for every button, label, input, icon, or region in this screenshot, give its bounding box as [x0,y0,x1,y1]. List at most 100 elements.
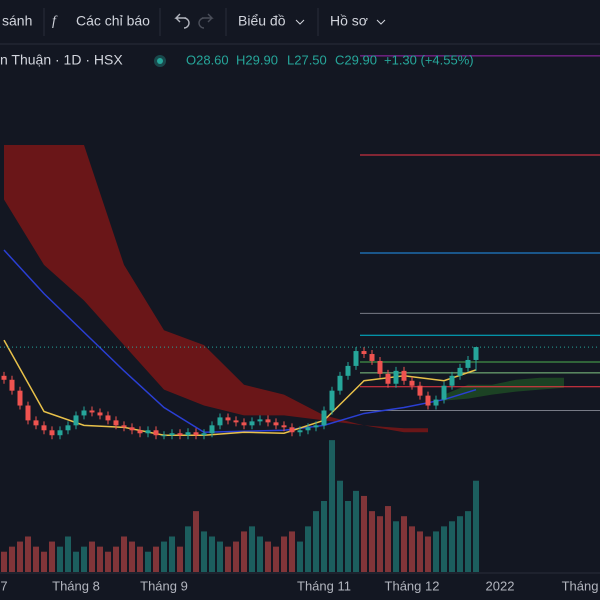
candle-body [473,347,479,360]
volume-bar [377,516,383,572]
candle-body [289,427,295,433]
candle-body [409,380,415,386]
indicators-button[interactable]: Các chỉ báo [76,13,150,29]
candle-body [353,351,359,366]
redo-icon[interactable] [198,13,214,29]
open-value: O28.60 [186,52,229,67]
volume-bar [329,440,335,572]
candle-body [17,390,23,406]
ichimoku-cloud [4,145,428,433]
volume-bar [473,480,479,572]
candle-body [145,430,151,434]
volume-bar [273,546,279,572]
volume-bar [81,546,87,572]
candle-body [89,410,95,413]
candle-body [137,430,143,434]
volume-bar [257,536,263,572]
candle-body [81,410,87,416]
volume-bar [73,551,79,572]
volume-bar [457,516,463,572]
profile-button[interactable]: Hồ sơ [330,13,368,29]
moving-average [3,249,477,434]
candle-body [209,425,215,434]
volume-bar [41,551,47,572]
volume-bar [265,541,271,572]
volume-bar [1,551,7,572]
x-tick-label: 2022 [486,578,515,593]
candle-body [329,390,335,411]
change-value: +1.30 (+4.55%) [384,52,474,67]
fx-icon: f [52,14,58,29]
candle-body [177,433,183,436]
candle-body [449,375,455,386]
candle-body [281,425,287,428]
candle-body [361,351,367,355]
candle-body [113,420,119,426]
volume-bar [65,536,71,572]
volume-bar [433,531,439,572]
chevron [376,19,386,25]
volume-bar [121,536,127,572]
volume-bar [401,516,407,572]
toolbar: sánh f Các chỉ báo Biểu đồ Hồ sơ [0,8,600,45]
volume-bar [193,511,199,572]
volume-bar [209,536,215,572]
volume-bar [177,546,183,572]
volume-bar [369,511,375,572]
candle-body [49,430,55,436]
volume-bar [217,541,223,572]
candle-body [217,417,223,426]
candle-body [425,395,431,406]
candle-body [241,422,247,426]
x-tick-label: Tháng 12 [385,578,440,593]
volume-bar [449,521,455,572]
candle-body [153,430,159,436]
volume-bar [249,526,255,572]
layout-button[interactable]: Biểu đồ [238,13,286,29]
candle-body [121,425,127,428]
volume-bar [201,531,207,572]
volume-bar [345,501,351,572]
candle-body [401,370,407,381]
candle-body [225,417,231,421]
candle-body [105,415,111,421]
candle-body [257,419,263,422]
x-tick-label: Tháng 8 [52,578,100,593]
volume-bar [89,541,95,572]
volume-bar [169,536,175,572]
candle-body [9,379,15,391]
volume-bar [225,546,231,572]
candle-body [441,385,447,400]
volume-bar [321,501,327,572]
volume-bar [281,536,287,572]
candle-body [377,360,383,374]
status-dot [157,58,163,64]
volume-bar [465,511,471,572]
candle-body [97,412,103,416]
chevron [295,19,305,25]
candle-body [457,367,463,376]
low-value: L27.50 [287,52,327,67]
x-tick-label: Tháng 11 [297,578,351,593]
candle-body [305,427,311,431]
volume-bar [337,480,343,572]
symbol-label: n Thuận · 1D · HSX [0,52,123,68]
volume-bar [233,541,239,572]
candle-body [393,370,399,384]
volume-bar [113,546,119,572]
volume-bar [49,541,55,572]
volume-bar [33,546,39,572]
volume-bar [25,536,31,572]
candle-body [233,420,239,423]
candle-body [57,430,63,436]
compare-button[interactable]: sánh [2,13,32,29]
volume-bar [105,551,111,572]
candle-body [65,425,71,431]
undo-icon[interactable] [174,13,190,29]
x-tick-label: 7 [0,578,7,593]
volume-bar [153,546,159,572]
plot-area: 7 Tháng 8 Tháng 9 Tháng 11 Tháng 12 2022 Tháng [0,55,600,593]
candle-body [273,422,279,426]
candle-body [385,373,391,384]
